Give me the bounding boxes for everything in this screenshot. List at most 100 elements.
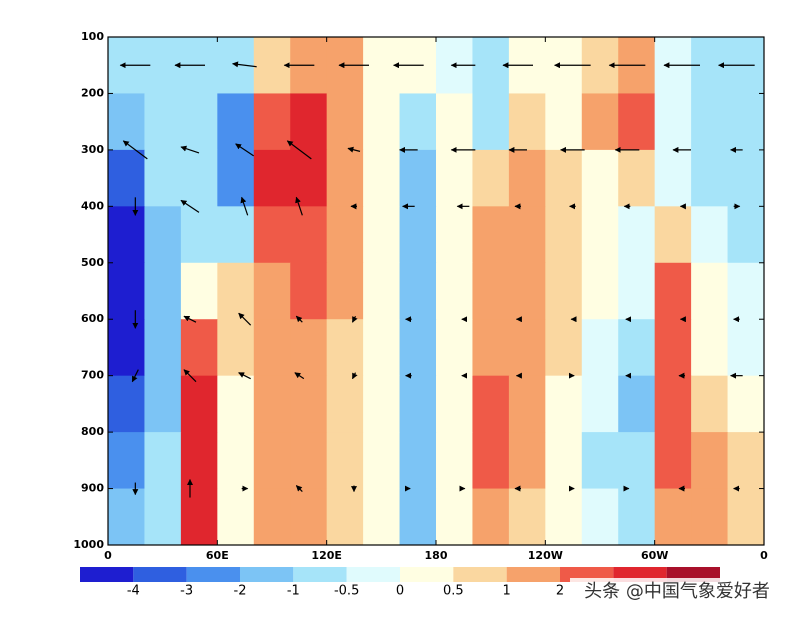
contour-cell [144,149,182,207]
contour-cell [472,93,510,151]
contour-cell [180,432,218,490]
contour-cell [363,262,401,320]
contour-cell [144,319,182,377]
contour-cell [180,375,218,433]
contour-cell [436,488,473,546]
vector-arrow [286,140,312,160]
y-tick-label: 1000 [73,538,104,551]
vector-arrow [295,485,303,492]
contour-cell [581,375,619,433]
x-tick-label: 60W [641,549,668,562]
contour-cell [654,432,692,490]
contour-cell [654,262,692,320]
contour-cell [290,319,328,377]
contour-cell [290,149,328,207]
contour-cell [108,149,145,207]
contour-cell [399,375,437,433]
contour-cell [508,488,546,546]
vector-arrow [295,315,303,323]
contour-cell [399,488,437,546]
contour-cell [691,488,729,546]
colorbar-box [133,567,187,582]
contour-cell [180,149,218,207]
contour-cell [654,93,692,151]
contour-cell [326,93,364,151]
contour-cell [545,432,583,490]
contour-cell [144,375,182,433]
contour-cell [108,488,145,546]
contour-cell [472,319,510,377]
vector-arrow [131,369,139,383]
y-tick-label: 300 [81,143,104,156]
contour-cell [253,319,291,377]
colorbar-box [293,567,347,582]
contour-cell [180,262,218,320]
vector-arrow [351,315,358,323]
contour-cell [144,488,182,546]
contour-cell [727,319,765,377]
watermark-bg [570,578,785,604]
contour-cell [399,432,437,490]
contour-cell [326,488,364,546]
x-tick-label: 120E [311,549,341,562]
colorbar-label: -2 [234,584,247,599]
vector-arrow [122,140,148,160]
contour-cell [618,206,656,264]
contour-cell [180,488,218,546]
contour-cell [472,488,510,546]
colorbar-box [240,567,294,582]
contour-cell [144,206,182,264]
contour-cell [654,206,692,264]
vector-arrow [294,372,305,380]
contour-cell [691,319,729,377]
contour-cell [217,432,255,490]
colorbar-label: -4 [127,584,140,599]
y-tick-label: 500 [81,256,104,269]
contour-cell [326,206,364,264]
contour-cell [618,319,656,377]
vector-arrow [180,145,200,154]
colorbar-label: 1 [503,584,511,599]
contour-cell [363,206,401,264]
vector-arrow [235,143,254,157]
contour-cell [508,149,546,207]
contour-cell [217,319,255,377]
contour-cell [727,432,765,490]
contour-cell [180,93,218,151]
contour-cell [691,262,729,320]
contour-cell [727,488,765,546]
contour-cell [399,93,437,151]
contour-cell [108,432,145,490]
contour-cell [217,149,255,207]
contour-cell [253,375,291,433]
colorbar-box [80,567,134,582]
x-tick-label: 60E [206,549,229,562]
contour-cell [436,319,473,377]
contour-cell [290,432,328,490]
y-tick-label: 600 [81,312,104,325]
y-tick-label: 800 [81,425,104,438]
contour-cell [399,262,437,320]
contour-cell [363,375,401,433]
contour-cell [326,319,364,377]
contour-cell [508,206,546,264]
contour-cell [508,93,546,151]
contour-cell [217,262,255,320]
contour-cell [581,262,619,320]
contour-cell [290,262,328,320]
contour-cell [363,488,401,546]
vector-arrow [295,196,303,216]
contour-cell [217,206,255,264]
vector-arrow [351,372,358,380]
watermark: 头条 @中国气象爱好者 [584,581,770,602]
contour-cell [144,93,182,151]
colorbar-box [346,567,400,582]
contour-cell [727,262,765,320]
contour-cell [399,149,437,207]
contour-cell [654,488,692,546]
contour-cell [326,262,364,320]
contour-cell [436,375,473,433]
contour-cell [618,488,656,546]
vector-arrow [347,146,361,153]
vector-arrow [183,369,197,383]
